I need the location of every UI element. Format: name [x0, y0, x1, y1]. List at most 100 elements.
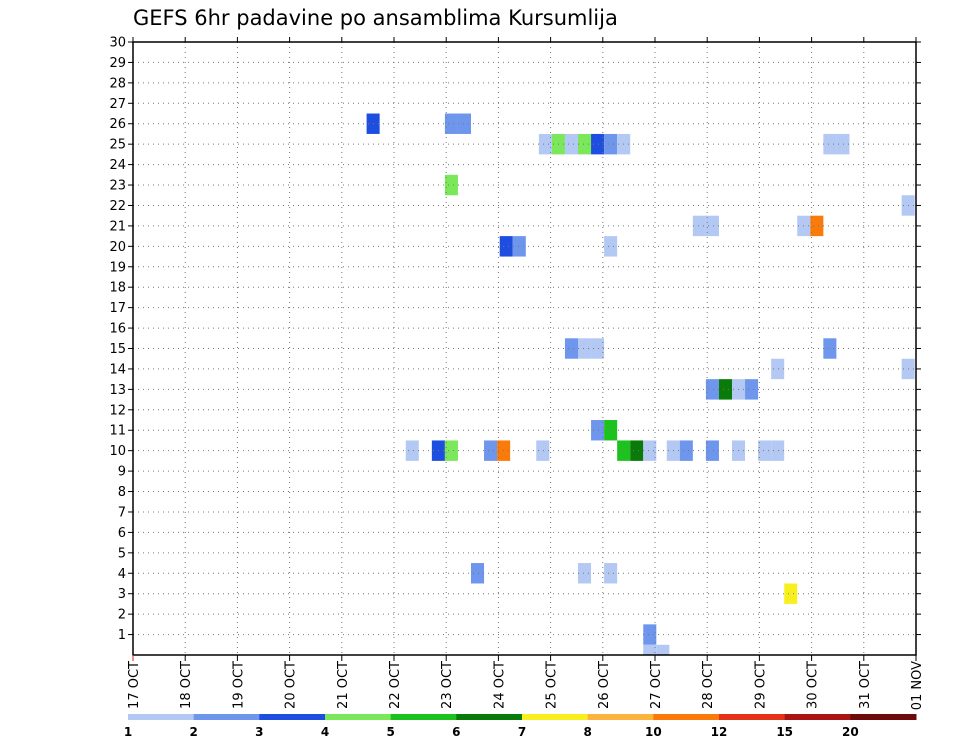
- cell-member-10-38: [536, 440, 550, 461]
- y-tick-label: 6: [118, 526, 126, 541]
- legend-swatch: [653, 714, 720, 720]
- x-tick-label: 27 OCT: [649, 661, 664, 709]
- cell-member-25-5: [564, 133, 579, 155]
- x-tick-label: 23 OCT: [440, 661, 455, 709]
- legend-label: 12: [711, 725, 728, 739]
- y-tick-label: 17: [109, 301, 126, 316]
- cell-member-1-52: [643, 624, 657, 645]
- y-tick-label: 3: [118, 587, 126, 602]
- legend-swatch: [719, 714, 786, 720]
- y-tick-label: 2: [118, 608, 126, 623]
- x-tick-label: 29 OCT: [753, 661, 768, 709]
- x-tick-label: 17 OCT: [127, 661, 142, 709]
- cell-member-10-47: [771, 440, 785, 461]
- cell-member-21-15: [705, 215, 719, 237]
- cell-member-15-24: [823, 338, 837, 359]
- y-tick-label: 21: [109, 219, 126, 234]
- legend-swatch: [587, 714, 654, 720]
- cell-member-11-32: [604, 420, 618, 441]
- legend-swatch: [784, 714, 851, 720]
- legend-swatch: [193, 714, 260, 720]
- legend-label: 7: [518, 725, 526, 739]
- cell-member-3-51: [784, 583, 798, 604]
- y-tick-label: 12: [109, 403, 126, 418]
- cell-member-15-22: [578, 338, 592, 359]
- x-tick-label: 28 OCT: [701, 661, 716, 709]
- grid-lines: [133, 42, 916, 655]
- y-tick-label: 15: [109, 342, 126, 357]
- cell-member-4-48: [470, 563, 485, 584]
- x-tick-label: 25 OCT: [545, 661, 560, 709]
- y-tick-label: 22: [109, 199, 126, 214]
- cell-member-25-6: [578, 133, 592, 155]
- legend-label: 8: [583, 725, 591, 739]
- cell-member-14-25: [771, 358, 785, 380]
- y-tick-label: 5: [118, 546, 126, 561]
- cell-member-10-33: [405, 440, 419, 461]
- cell-member-13-30: [745, 379, 759, 400]
- cell-member-0-53: [643, 644, 657, 655]
- legend-swatch: [456, 714, 523, 720]
- cell-member-26-1: [444, 113, 458, 134]
- x-tick-label: 24 OCT: [492, 661, 507, 709]
- x-tick-label: 26 OCT: [597, 661, 612, 709]
- legend-label: 1: [124, 725, 132, 739]
- x-tick-label: 01 NOV: [910, 661, 925, 710]
- x-tick-label: 21 OCT: [336, 661, 351, 709]
- cell-member-10-40: [630, 440, 644, 461]
- cell-member-10-41: [643, 440, 657, 461]
- y-tick-label: 13: [109, 383, 126, 398]
- y-tick-label: 24: [109, 158, 126, 173]
- y-tick-label: 8: [118, 485, 126, 500]
- cell-member-25-11: [836, 133, 850, 155]
- chart-title: GEFS 6hr padavine po ansamblima Kursumli…: [133, 6, 618, 30]
- legend-label: 15: [776, 725, 793, 739]
- legend-label: 5: [386, 725, 394, 739]
- cell-member-10-44: [705, 440, 719, 461]
- cell-member-10-46: [758, 440, 772, 461]
- cell-member-15-23: [591, 338, 605, 359]
- y-tick-label: 4: [118, 567, 126, 582]
- cell-member-11-31: [591, 420, 605, 441]
- y-tick-label: 14: [109, 362, 126, 377]
- cell-member-20-20: [604, 236, 618, 257]
- cell-member-21-17: [810, 215, 824, 237]
- cell-member-20-19: [512, 236, 526, 257]
- y-tick-label: 18: [109, 281, 126, 296]
- legend-swatch: [259, 714, 326, 720]
- y-tick-label: 7: [118, 505, 126, 520]
- y-tick-label: 16: [109, 322, 126, 337]
- legend-label: 2: [189, 725, 197, 739]
- x-tick-label: 31 OCT: [858, 661, 873, 709]
- y-tick-label: 29: [109, 56, 126, 71]
- y-tick-label: 28: [109, 76, 126, 91]
- cell-member-13-27: [705, 379, 719, 400]
- y-tick-label: 30: [109, 36, 126, 51]
- data-cells: [366, 113, 915, 655]
- y-tick-label: 11: [109, 424, 126, 439]
- legend-label: 3: [255, 725, 263, 739]
- y-tick-label: 10: [109, 444, 126, 459]
- legend-swatch: [850, 714, 917, 720]
- cell-member-10-35: [444, 440, 458, 461]
- y-tick-label: 23: [109, 179, 126, 194]
- y-tick-label: 27: [109, 97, 126, 112]
- y-tick-label: 19: [109, 260, 126, 275]
- y-axis: 1234567891011121314151617181920212223242…: [109, 36, 921, 643]
- cell-member-10-36: [484, 440, 498, 461]
- cell-member-15-21: [564, 338, 579, 359]
- x-tick-label: 22 OCT: [388, 661, 403, 709]
- y-tick-label: 1: [118, 628, 126, 643]
- x-axis: 17 OCT 18 OCT 19 OCT 20 OCT 21 OCT 22 OCT 23 O…: [127, 37, 925, 710]
- cell-member-25-8: [604, 133, 618, 155]
- cell-member-25-10: [823, 133, 837, 155]
- cell-member-21-14: [692, 215, 706, 237]
- legend-label: 4: [321, 725, 329, 739]
- legend-swatch: [390, 714, 457, 720]
- cell-member-26-2: [457, 113, 471, 134]
- legend-label: 10: [645, 725, 662, 739]
- cell-member-10-43: [679, 440, 693, 461]
- y-tick-label: 25: [109, 138, 126, 153]
- legend-swatch: [325, 714, 392, 720]
- color-legend: 1 2 3 4 5 6 7 8 10 12 15 20: [124, 714, 917, 739]
